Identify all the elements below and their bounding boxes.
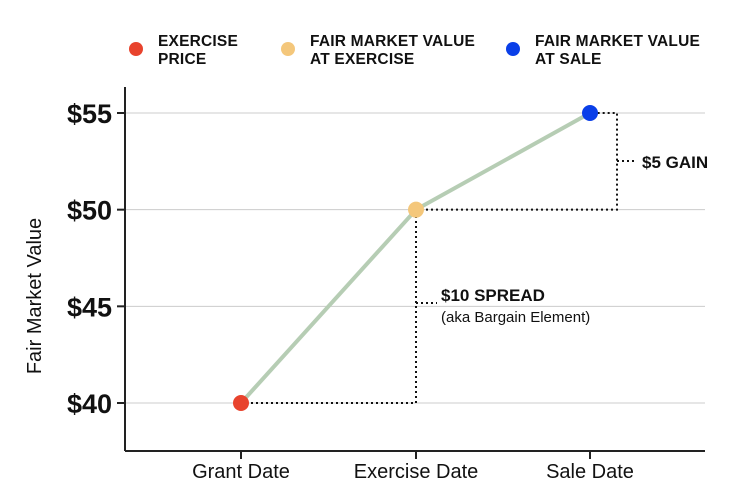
- legend-label-exercise-price: EXERCISE PRICE: [158, 33, 238, 69]
- legend-marker-fmv-sale: [506, 42, 520, 56]
- point-grant-date: [233, 395, 249, 411]
- x-tick-label: Grant Date: [192, 461, 290, 483]
- legend-label-line: EXERCISE: [158, 33, 238, 50]
- annotation-gain-title: $5 GAIN: [642, 153, 708, 172]
- spread-guide-line: [241, 209, 417, 404]
- point-sale-date: [582, 105, 598, 121]
- legend-label-line: FAIR MARKET VALUE: [310, 33, 475, 50]
- data-points: [233, 105, 598, 411]
- gain-guide-line: [416, 112, 618, 211]
- legend-label-fmv-exercise: FAIR MARKET VALUE AT EXERCISE: [310, 33, 475, 69]
- legend-label-line: FAIR MARKET VALUE: [535, 33, 700, 50]
- axes: [117, 87, 705, 459]
- x-tick-label: Sale Date: [546, 461, 634, 483]
- y-tick-label: $55: [67, 99, 112, 129]
- y-tick-label: $45: [67, 292, 112, 322]
- y-tick-label: $40: [67, 389, 112, 419]
- x-tick-labels: Grant Date Exercise Date Sale Date: [192, 461, 634, 483]
- annotations: $10 SPREAD (aka Bargain Element) $5 GAIN: [441, 153, 708, 326]
- legend-label-line: AT EXERCISE: [310, 51, 415, 68]
- annotation-spread-title: $10 SPREAD: [441, 286, 545, 305]
- legend-marker-fmv-exercise: [281, 42, 295, 56]
- y-tick-labels: $40 $45 $50 $55: [67, 99, 112, 419]
- x-tick-label: Exercise Date: [354, 461, 479, 483]
- y-tick-label: $50: [67, 196, 112, 226]
- legend-item-fmv-exercise: FAIR MARKET VALUE AT EXERCISE: [281, 33, 475, 69]
- annotation-spread-subtitle: (aka Bargain Element): [441, 309, 590, 326]
- legend-marker-exercise-price: [129, 42, 143, 56]
- annotation-guides: [241, 112, 637, 404]
- legend-item-exercise-price: EXERCISE PRICE: [129, 33, 238, 69]
- legend-label-fmv-sale: FAIR MARKET VALUE AT SALE: [535, 33, 700, 69]
- legend-item-fmv-sale: FAIR MARKET VALUE AT SALE: [506, 33, 700, 69]
- legend-label-line: AT SALE: [535, 51, 602, 68]
- y-axis-label: Fair Market Value: [24, 218, 46, 374]
- point-exercise-date: [408, 201, 424, 218]
- legend-label-line: PRICE: [158, 51, 207, 68]
